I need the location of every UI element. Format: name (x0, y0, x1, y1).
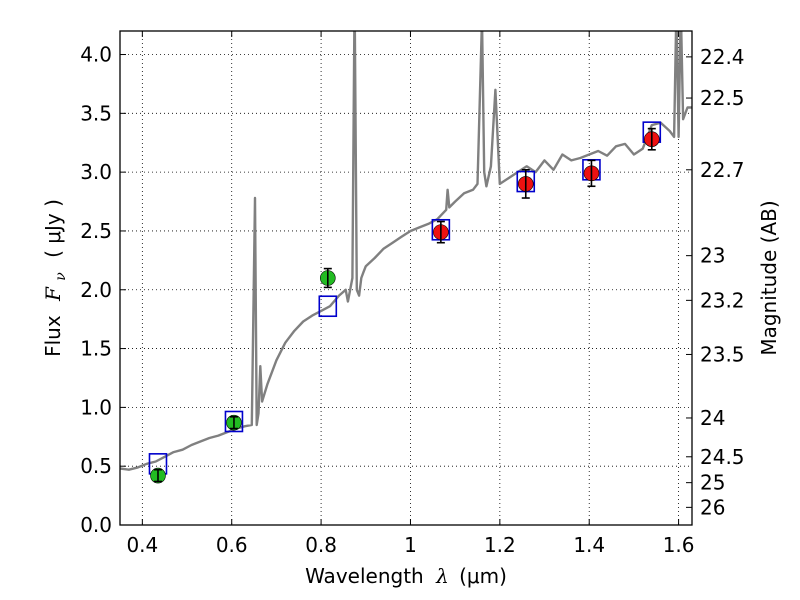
spectrum-line (120, 31, 692, 471)
x-tick-label: 1.4 (573, 533, 605, 557)
grid-lines (120, 31, 692, 526)
model-photometry-square (224, 410, 244, 433)
tick-labels: 0.4 0.6 0.8 1 1.2 1.4 1.6 0.0 0.5 1.0 1.5 2.0 2.5 3.0… (80, 43, 744, 557)
y-axis-label: Flux F ν ( μJy ) (41, 199, 70, 357)
x-axis-label: Wavelength λ (μm) (305, 564, 507, 588)
y-axis-label-unit: ( μJy ) (41, 199, 65, 258)
y2-tick-label: 25 (700, 471, 725, 495)
y-tick-label: 0.5 (80, 454, 112, 478)
x-axis-label-prefix: Wavelength (305, 564, 424, 588)
y2-tick-label: 23.2 (700, 288, 745, 312)
y2-tick-label: 22.4 (700, 45, 745, 69)
y-tick-label: 1.0 (80, 395, 112, 419)
y-tick-label: 4.0 (80, 43, 112, 67)
y-axis-label-subscript: ν (53, 272, 69, 281)
y2-tick-label: 26 (700, 495, 725, 519)
y-tick-label: 0.0 (80, 513, 112, 537)
y-tick-label: 1.5 (80, 337, 112, 361)
y2-tick-label: 23.5 (700, 342, 745, 366)
x-axis-label-unit: (μm) (459, 564, 507, 588)
y-axis-label-symbol: F (41, 286, 65, 302)
y-tick-label: 3.0 (80, 160, 112, 184)
y-axis-label-prefix: Flux (41, 315, 65, 357)
x-tick-label: 1 (404, 533, 417, 557)
y2-tick-label: 24 (700, 406, 725, 430)
y2-tick-label: 22.5 (700, 86, 745, 110)
y-tick-label: 2.0 (80, 278, 112, 302)
y-tick-label: 3.5 (80, 101, 112, 125)
x-tick-label: 1.2 (484, 533, 516, 557)
y2-tick-label: 24.5 (700, 445, 745, 469)
plot-frame (119, 30, 693, 526)
y2-tick-label: 22.7 (700, 158, 745, 182)
photometry-markers (148, 121, 662, 484)
y-tick-label: 2.5 (80, 219, 112, 243)
model-photometry-square (318, 295, 338, 318)
x-tick-label: 0.6 (216, 533, 248, 557)
x-tick-label: 0.4 (126, 533, 158, 557)
x-axis-label-symbol: λ (435, 564, 449, 588)
x-tick-label: 0.8 (305, 533, 337, 557)
y2-axis-label: Magnitude (AB) (757, 200, 781, 355)
spectrum-series (120, 31, 692, 471)
x-tick-label: 1.6 (663, 533, 695, 557)
axis-ticks (120, 31, 692, 526)
y2-tick-label: 23 (700, 244, 725, 268)
